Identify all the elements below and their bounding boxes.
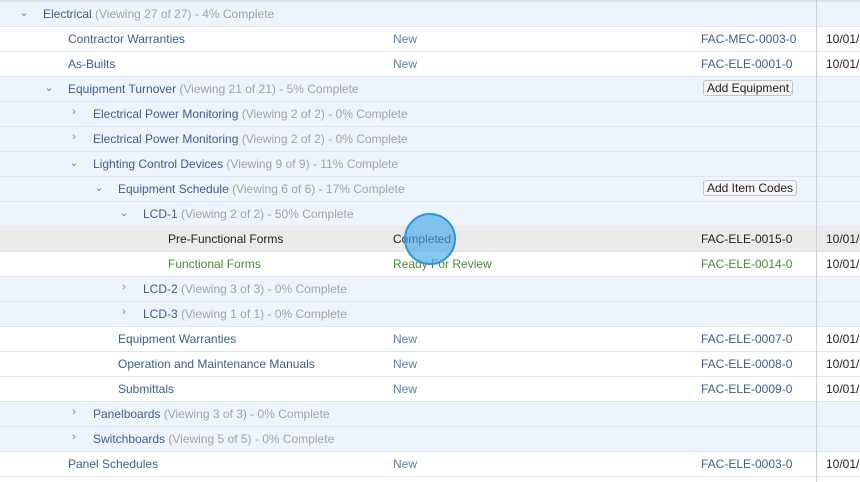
item-code: FAC-ELE-0015-0 (701, 232, 793, 246)
add-item-codes-button[interactable]: Add Item Codes (703, 180, 798, 196)
table-row[interactable]: Panel Schedules New FAC-ELE-0003-0 10/01/ (0, 452, 860, 477)
status-text: New (393, 57, 418, 71)
date-cell: 10/01/ (826, 232, 860, 246)
group-name: LCD-3 (143, 307, 178, 321)
group-row[interactable]: ⌄ Electrical (Viewing 27 of 27) - 4% Comp… (0, 2, 860, 27)
group-progress: (Viewing 5 of 5) - 0% Complete (165, 432, 335, 446)
group-name: LCD-1 (143, 207, 178, 221)
group-row[interactable]: › Electrical Power Monitoring (Viewing 2 … (0, 102, 860, 127)
group-name: LCD-2 (143, 282, 178, 296)
date-cell: 10/01/ (826, 457, 860, 471)
date-cell: 10/01/ (826, 32, 860, 46)
chevron-right-icon[interactable]: › (122, 281, 126, 293)
date-cell: 10/01/ (826, 57, 860, 71)
group-name: Lighting Control Devices (93, 157, 224, 171)
item-code: FAC-ELE-0008-0 (701, 357, 793, 371)
group-progress: (Viewing 2 of 2) - 0% Complete (238, 132, 408, 146)
item-code: FAC-ELE-0014-0 (701, 257, 793, 271)
group-label[interactable]: Electrical (Viewing 27 of 27) - 4% Compl… (43, 7, 274, 21)
add-equipment-button[interactable]: Add Equipment (703, 80, 794, 96)
item-code: FAC-MEC-0003-0 (701, 32, 797, 46)
group-label[interactable]: LCD-1 (Viewing 2 of 2) - 50% Complete (143, 207, 354, 221)
group-row[interactable]: ⌄ Equipment Schedule (Viewing 6 of 6) - 1… (0, 177, 860, 202)
group-row[interactable]: ⌄ Equipment Turnover (Viewing 21 of 21) -… (0, 77, 860, 102)
item-name[interactable]: As-Builts (68, 57, 116, 71)
chevron-down-icon[interactable]: ⌄ (119, 207, 129, 219)
item-code: FAC-ELE-0009-0 (701, 382, 793, 396)
group-name: Switchboards (93, 432, 166, 446)
table-row[interactable]: Submittals New FAC-ELE-0009-0 10/01/ (0, 377, 860, 402)
group-progress: (Viewing 2 of 2) - 50% Complete (177, 207, 354, 221)
column-divider[interactable] (816, 0, 817, 482)
item-code: FAC-ELE-0001-0 (701, 57, 793, 71)
item-name[interactable]: Equipment Warranties (118, 332, 237, 346)
chevron-down-icon[interactable]: ⌄ (69, 157, 79, 169)
group-progress: (Viewing 9 of 9) - 11% Complete (223, 157, 399, 171)
status-text: New (393, 382, 418, 396)
group-label[interactable]: Switchboards (Viewing 5 of 5) - 0% Compl… (93, 432, 334, 446)
status-text: New (393, 32, 418, 46)
status-text: New (393, 332, 418, 346)
group-row[interactable]: › Electrical Power Monitoring (Viewing 2 … (0, 127, 860, 152)
item-name[interactable]: Contractor Warranties (68, 32, 185, 46)
status-text: New (393, 357, 418, 371)
status-text: New (393, 457, 418, 471)
group-label[interactable]: Electrical Power Monitoring (Viewing 2 o… (93, 107, 408, 121)
chevron-right-icon[interactable]: › (72, 406, 76, 418)
table-row[interactable]: Equipment Warranties New FAC-ELE-0007-0 10/… (0, 327, 860, 352)
group-label[interactable]: Panelboards (Viewing 3 of 3) - 0% Comple… (93, 407, 330, 421)
group-name: Equipment Turnover (68, 82, 177, 96)
group-name: Electrical (43, 7, 92, 21)
date-cell: 10/01/ (826, 382, 860, 396)
group-progress: (Viewing 1 of 1) - 0% Complete (177, 307, 347, 321)
grid-top-border (0, 0, 860, 2)
item-code: FAC-ELE-0007-0 (701, 332, 793, 346)
group-label[interactable]: Electrical Power Monitoring (Viewing 2 o… (93, 132, 408, 146)
item-name[interactable]: Functional Forms (168, 257, 261, 271)
chevron-down-icon[interactable]: ⌄ (94, 182, 104, 194)
item-name[interactable]: Pre-Functional Forms (168, 232, 284, 246)
group-progress: (Viewing 3 of 3) - 0% Complete (160, 407, 330, 421)
group-label[interactable]: Equipment Turnover (Viewing 21 of 21) - … (68, 82, 359, 96)
group-row[interactable]: › Panelboards (Viewing 3 of 3) - 0% Compl… (0, 402, 860, 427)
group-label[interactable]: LCD-3 (Viewing 1 of 1) - 0% Complete (143, 307, 347, 321)
group-row[interactable]: › Switchboards (Viewing 5 of 5) - 0% Comp… (0, 427, 860, 452)
group-name: Electrical Power Monitoring (93, 132, 239, 146)
chevron-right-icon[interactable]: › (122, 306, 126, 318)
click-indicator (404, 213, 456, 265)
chevron-down-icon[interactable]: ⌄ (44, 82, 54, 94)
item-name[interactable]: Panel Schedules (68, 457, 159, 471)
group-progress: (Viewing 21 of 21) - 5% Complete (176, 82, 359, 96)
group-row[interactable]: ⌄ Lighting Control Devices (Viewing 9 of … (0, 152, 860, 177)
group-row[interactable]: › LCD-3 (Viewing 1 of 1) - 0% Complete (0, 302, 860, 327)
date-cell: 10/01/ (826, 357, 860, 371)
group-progress: (Viewing 3 of 3) - 0% Complete (177, 282, 347, 296)
item-name[interactable]: Submittals (118, 382, 175, 396)
group-progress: (Viewing 2 of 2) - 0% Complete (238, 107, 408, 121)
group-label[interactable]: LCD-2 (Viewing 3 of 3) - 0% Complete (143, 282, 347, 296)
group-progress: (Viewing 27 of 27) - 4% Complete (91, 7, 275, 21)
table-row[interactable]: As-Builts New FAC-ELE-0001-0 10/01/ (0, 52, 860, 77)
item-code: FAC-ELE-0003-0 (701, 457, 793, 471)
date-cell: 10/01/ (826, 332, 860, 346)
chevron-down-icon[interactable]: ⌄ (19, 7, 29, 19)
group-name: Panelboards (93, 407, 161, 421)
group-name: Electrical Power Monitoring (93, 107, 239, 121)
chevron-right-icon[interactable]: › (72, 106, 76, 118)
group-row[interactable]: › LCD-2 (Viewing 3 of 3) - 0% Complete (0, 277, 860, 302)
chevron-right-icon[interactable]: › (72, 431, 76, 443)
group-label[interactable]: Equipment Schedule (Viewing 6 of 6) - 17… (118, 182, 405, 196)
table-row[interactable]: Contractor Warranties New FAC-MEC-0003-0 10… (0, 27, 860, 52)
chevron-right-icon[interactable]: › (72, 131, 76, 143)
table-row[interactable]: Operation and Maintenance Manuals New FAC-… (0, 352, 860, 377)
group-label[interactable]: Lighting Control Devices (Viewing 9 of 9… (93, 157, 398, 171)
group-name: Equipment Schedule (118, 182, 229, 196)
date-cell: 10/01/ (826, 257, 860, 271)
group-progress: (Viewing 6 of 6) - 17% Complete (228, 182, 405, 196)
item-name[interactable]: Operation and Maintenance Manuals (118, 357, 315, 371)
